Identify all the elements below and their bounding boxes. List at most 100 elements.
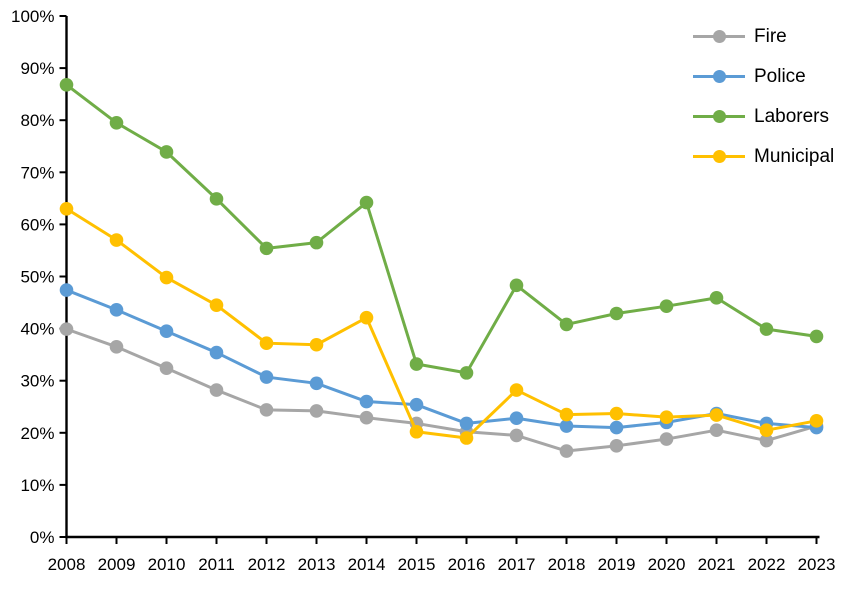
fire-marker-2008 [59,322,74,336]
x-tick-label: 2010 [148,555,186,574]
laborers-marker-2014 [359,195,374,210]
police-marker-2008 [59,283,74,297]
municipal-marker-2015 [409,424,424,439]
municipal-marker-2014 [359,310,374,325]
municipal-marker-2018 [559,407,574,422]
fire-marker-2020 [659,432,674,446]
fire-marker-2019 [609,439,624,453]
laborers-marker-2009 [109,116,124,130]
municipal-marker-2012 [259,336,274,350]
legend-item-laborers: Laborers [693,96,834,136]
police-marker-2010 [159,324,174,339]
y-tick-label: 20% [20,424,54,443]
legend-item-fire: Fire [693,16,834,56]
fire-series-marker-icon [693,29,745,43]
x-tick-label: 2016 [448,555,486,574]
police-marker-2009 [109,303,124,317]
police-marker-2014 [359,394,374,409]
municipal-marker-2008 [59,201,74,216]
laborers-series-marker-icon [693,109,745,123]
x-tick-label: 2012 [248,555,286,574]
y-tick-label: 40% [20,320,54,339]
x-tick-label: 2011 [198,555,235,574]
legend-item-police: Police [693,56,834,96]
fire-marker-2021 [709,423,724,437]
police-marker-2018 [559,419,574,433]
laborers-marker-2010 [159,145,174,159]
municipal-marker-2020 [659,410,674,424]
y-tick-label: 0% [30,528,55,547]
laborers-marker-2022 [759,322,774,336]
x-tick-label: 2020 [648,555,686,574]
police-marker-2019 [609,420,624,435]
laborers-marker-2012 [259,241,274,256]
y-tick-label: 50% [20,268,54,287]
police-marker-2016 [459,416,474,431]
y-tick-label: 60% [20,215,54,234]
municipal-marker-2021 [709,408,724,422]
laborers-marker-2019 [609,306,624,321]
police-marker-2013 [309,376,324,391]
police-series-line [65,288,818,430]
x-tick-label: 2015 [398,555,436,574]
x-tick-label: 2018 [548,555,586,574]
x-tick-label: 2022 [748,555,786,574]
fire-marker-2017 [509,428,524,443]
x-tick-label: 2019 [598,555,636,574]
laborers-marker-2013 [309,235,324,250]
fire-marker-2012 [259,403,274,417]
laborers-marker-2023 [809,329,824,344]
fire-marker-2011 [209,383,224,397]
x-tick-label: 2023 [798,555,836,574]
municipal-marker-2013 [309,337,324,352]
fire-series-line [65,327,818,453]
y-tick-label: 80% [20,111,54,130]
legend-label-police: Police [754,65,806,87]
fire-marker-2014 [359,410,374,425]
y-tick-label: 90% [20,59,54,78]
fire-marker-2018 [559,444,574,458]
municipal-marker-2019 [609,406,624,421]
legend: Fire Police Laborers Municipal [693,16,834,176]
y-tick-label: 100% [11,7,54,26]
legend-item-municipal: Municipal [693,136,834,176]
municipal-marker-2017 [509,383,524,397]
y-tick-label: 10% [20,476,54,495]
municipal-series-marker-icon [693,149,745,163]
municipal-marker-2010 [159,270,174,285]
municipal-series-line [65,207,818,440]
legend-label-municipal: Municipal [754,145,835,167]
legend-label-laborers: Laborers [754,105,829,127]
laborers-marker-2011 [209,192,224,206]
legend-label-fire: Fire [754,25,787,47]
police-marker-2011 [209,345,224,360]
police-series-marker-icon [693,69,745,83]
x-tick-label: 2017 [498,555,536,574]
laborers-marker-2015 [409,357,424,371]
y-tick-label: 70% [20,163,54,182]
x-tick-label: 2021 [698,555,736,574]
police-marker-2015 [409,397,424,412]
municipal-marker-2022 [759,423,774,437]
laborers-series-line [65,83,818,375]
municipal-marker-2016 [459,431,474,445]
fire-marker-2009 [109,340,124,354]
laborers-marker-2016 [459,366,474,380]
laborers-marker-2020 [659,299,674,313]
x-tick-label: 2013 [298,555,336,574]
x-tick-label: 2008 [48,555,86,574]
fire-marker-2010 [159,361,174,375]
laborers-marker-2021 [709,291,724,305]
y-tick-label: 30% [20,372,54,391]
police-marker-2017 [509,411,524,426]
x-tick-label: 2009 [98,555,136,574]
municipal-marker-2011 [209,298,224,312]
laborers-marker-2017 [509,278,524,293]
municipal-marker-2023 [809,414,824,428]
municipal-marker-2009 [109,233,124,247]
laborers-marker-2008 [59,77,74,92]
x-tick-label: 2014 [348,555,386,574]
laborers-marker-2018 [559,317,574,332]
